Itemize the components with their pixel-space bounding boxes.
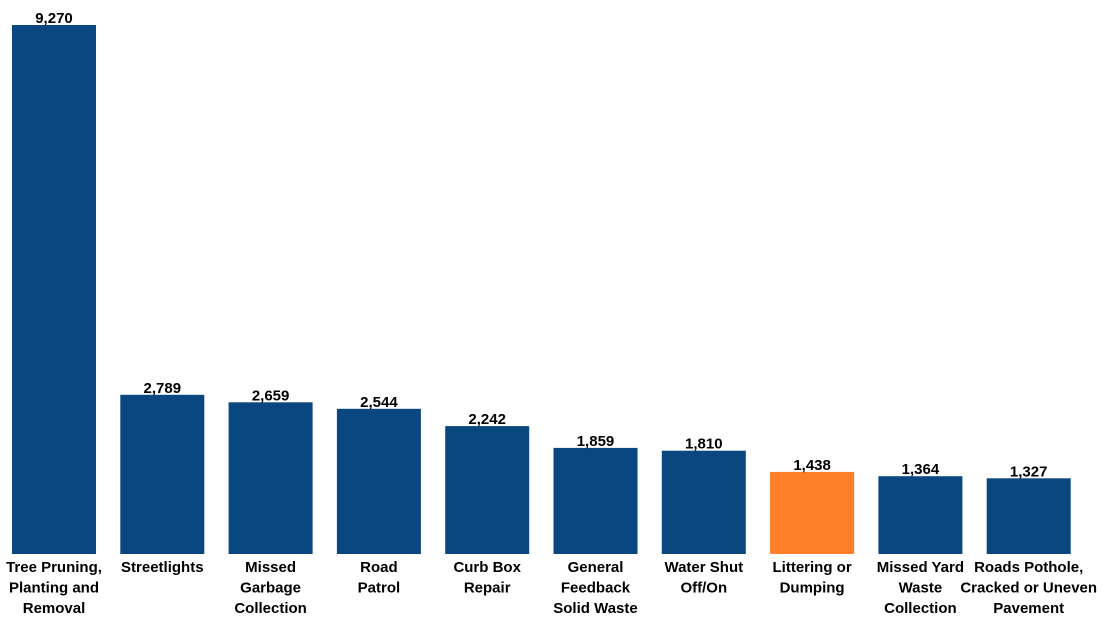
value-label-3: 2,544: [360, 394, 398, 411]
category-label-9-line-1: Cracked or Uneven: [960, 580, 1097, 597]
bar-3: [336, 408, 421, 554]
bar-4: [445, 426, 530, 554]
value-label-6: 1,810: [685, 436, 723, 453]
bar-7: [770, 471, 855, 554]
category-label-0-line-2: Removal: [23, 600, 86, 617]
category-label-8: Missed Yard Waste Collection: [877, 559, 964, 617]
value-label-2: 2,659: [252, 387, 290, 404]
category-label-2-line-1: Garbage: [240, 580, 301, 597]
category-label-3-line-0: Road: [360, 559, 398, 576]
category-label-5-line-2: Solid Waste: [553, 600, 637, 617]
bar-9: [986, 478, 1071, 554]
category-label-8-line-0: Missed Yard: [877, 559, 964, 576]
category-label-3: Road Patrol: [358, 559, 401, 597]
bar-1: [120, 394, 205, 554]
category-label-4-line-0: Curb Box: [453, 559, 521, 576]
value-label-7: 1,438: [793, 457, 831, 474]
category-label-1: Streetlights: [121, 559, 204, 576]
category-label-3-line-1: Patrol: [358, 580, 401, 597]
bar-8: [878, 476, 963, 554]
category-label-6-line-0: Water Shut: [664, 559, 743, 576]
bars-group: [12, 25, 1071, 554]
category-label-5-line-1: Feedback: [561, 580, 631, 597]
category-label-8-line-2: Collection: [884, 600, 957, 617]
category-label-0: Tree Pruning, Planting and Removal: [6, 559, 102, 617]
category-label-7-line-1: Dumping: [780, 580, 845, 597]
category-label-4-line-1: Repair: [464, 580, 511, 597]
value-label-8: 1,364: [902, 461, 940, 478]
value-label-1: 2,789: [144, 380, 182, 397]
value-labels-group: 9,270 2,789 2,659 2,544 2,242 1,859 1,810 1,438…: [35, 10, 1047, 480]
category-label-5-line-0: General: [568, 559, 624, 576]
bar-0: [12, 25, 96, 554]
category-label-0-line-1: Planting and: [9, 580, 99, 597]
category-label-9-line-2: Pavement: [993, 600, 1064, 617]
category-labels-group: Tree Pruning, Planting and Removal Streetli…: [6, 559, 1097, 617]
category-label-2: Missed Garbage Collection: [234, 559, 307, 617]
category-label-1-line-0: Streetlights: [121, 559, 204, 576]
bar-2: [228, 402, 313, 554]
bar-6: [661, 450, 746, 554]
category-label-9-line-0: Roads Pothole,: [974, 559, 1083, 576]
category-label-4: Curb Box Repair: [453, 559, 521, 597]
value-label-0: 9,270: [35, 10, 73, 27]
bar-5: [553, 447, 638, 554]
value-label-5: 1,859: [577, 433, 615, 450]
value-label-9: 1,327: [1010, 463, 1048, 480]
category-label-7: Littering or Dumping: [773, 559, 852, 597]
value-label-4: 2,242: [468, 411, 506, 428]
category-label-6-line-1: Off/On: [680, 580, 727, 597]
category-label-5: General Feedback Solid Waste: [553, 559, 637, 617]
category-label-2-line-2: Collection: [234, 600, 307, 617]
category-label-7-line-0: Littering or: [773, 559, 852, 576]
category-label-6: Water Shut Off/On: [664, 559, 743, 597]
category-label-9: Roads Pothole, Cracked or Uneven Pavement: [960, 559, 1097, 617]
category-label-0-line-0: Tree Pruning,: [6, 559, 102, 576]
category-label-2-line-0: Missed: [245, 559, 296, 576]
category-label-8-line-1: Waste: [899, 580, 943, 597]
